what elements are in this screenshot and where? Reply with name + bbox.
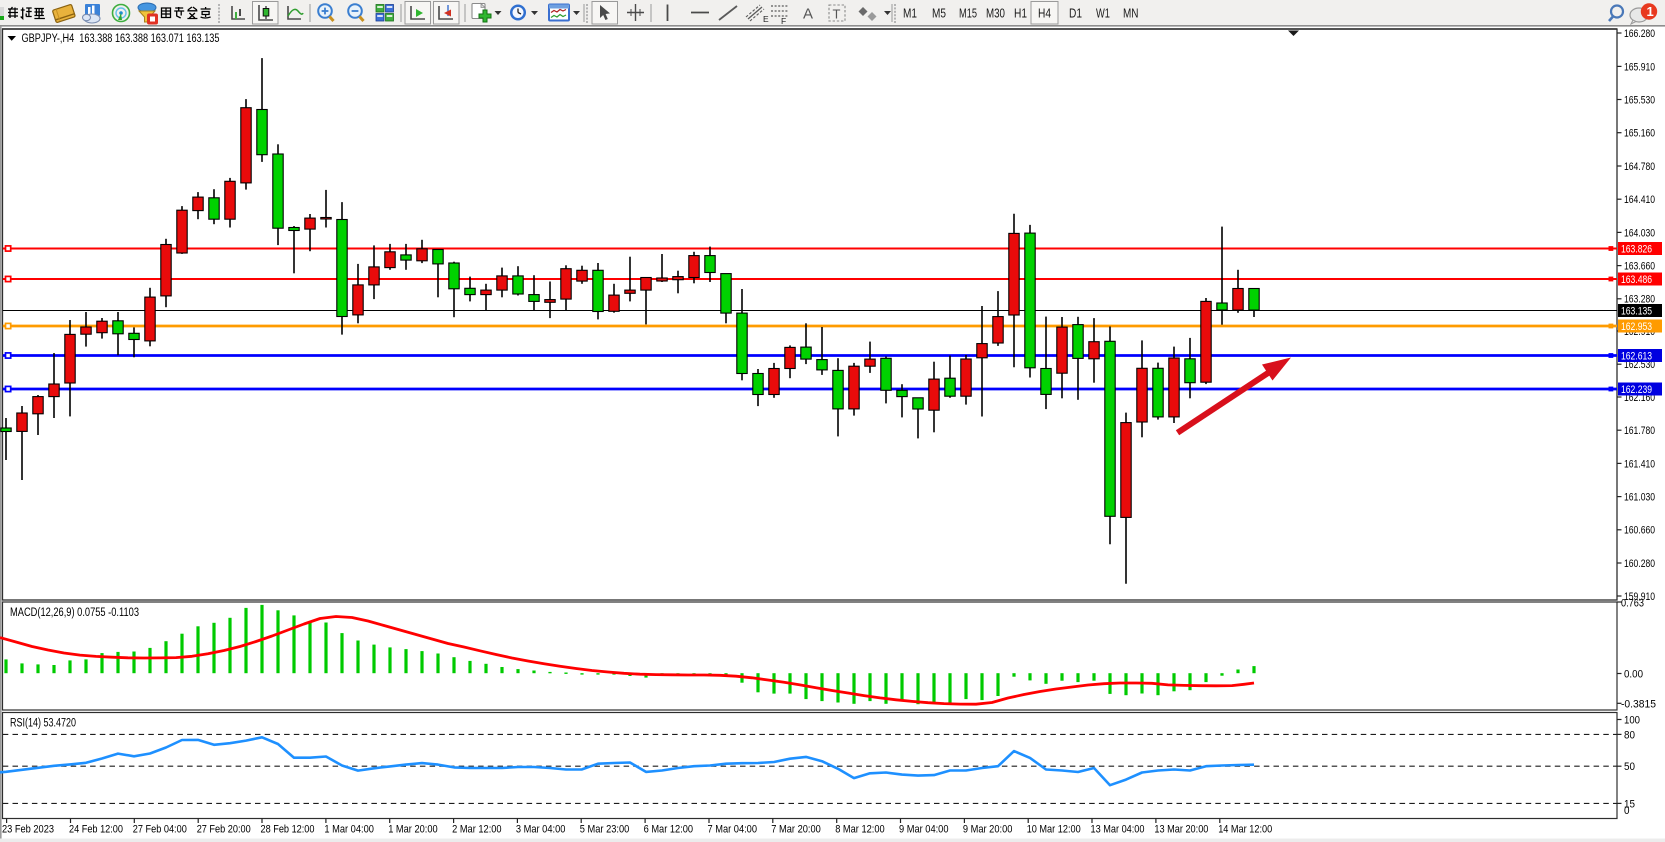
svg-text:100: 100 bbox=[1624, 715, 1640, 727]
svg-text:A: A bbox=[803, 6, 813, 23]
svg-text:163.280: 163.280 bbox=[1624, 294, 1655, 306]
svg-text:1 Mar 20:00: 1 Mar 20:00 bbox=[388, 824, 438, 836]
svg-text:2 Mar 12:00: 2 Mar 12:00 bbox=[452, 824, 502, 836]
svg-text:GBPJPY-,H4 163.388 163.388 16: GBPJPY-,H4 163.388 163.388 163.071 163.1… bbox=[22, 33, 220, 45]
svg-text:28 Feb 12:00: 28 Feb 12:00 bbox=[261, 824, 315, 836]
svg-text:T: T bbox=[833, 7, 841, 22]
svg-text:165.910: 165.910 bbox=[1624, 61, 1655, 73]
svg-text:8 Mar 12:00: 8 Mar 12:00 bbox=[835, 824, 885, 836]
svg-text:162.530: 162.530 bbox=[1624, 359, 1655, 371]
svg-text:3 Mar 04:00: 3 Mar 04:00 bbox=[516, 824, 566, 836]
svg-text:161.030: 161.030 bbox=[1624, 492, 1655, 504]
svg-text:160.660: 160.660 bbox=[1624, 525, 1655, 537]
svg-text:9 Mar 04:00: 9 Mar 04:00 bbox=[899, 824, 949, 836]
svg-text:7 Mar 20:00: 7 Mar 20:00 bbox=[771, 824, 821, 836]
svg-text:27 Feb 20:00: 27 Feb 20:00 bbox=[197, 824, 251, 836]
svg-text:5 Mar 23:00: 5 Mar 23:00 bbox=[580, 824, 630, 836]
svg-text:161.410: 161.410 bbox=[1624, 458, 1655, 470]
svg-text:50: 50 bbox=[1624, 761, 1635, 773]
svg-text:164.030: 164.030 bbox=[1624, 227, 1655, 239]
svg-text:6 Mar 12:00: 6 Mar 12:00 bbox=[644, 824, 694, 836]
svg-text:M1: M1 bbox=[903, 7, 917, 21]
svg-text:MACD(12,26,9) 0.0755 -0.1103: MACD(12,26,9) 0.0755 -0.1103 bbox=[10, 607, 139, 619]
svg-text:1 Mar 04:00: 1 Mar 04:00 bbox=[324, 824, 374, 836]
svg-text:M15: M15 bbox=[959, 7, 977, 21]
svg-text:162.953: 162.953 bbox=[1621, 321, 1652, 333]
svg-text:0: 0 bbox=[1624, 805, 1630, 817]
svg-text:M30: M30 bbox=[986, 7, 1005, 21]
svg-text:164.410: 164.410 bbox=[1624, 194, 1655, 206]
svg-text:163.486: 163.486 bbox=[1621, 274, 1652, 286]
svg-text:165.160: 165.160 bbox=[1624, 128, 1655, 140]
svg-text:RSI(14) 53.4720: RSI(14) 53.4720 bbox=[10, 718, 76, 730]
svg-text:164.780: 164.780 bbox=[1624, 161, 1655, 173]
svg-text:27 Feb 04:00: 27 Feb 04:00 bbox=[133, 824, 187, 836]
svg-text:23 Feb 2023: 23 Feb 2023 bbox=[2, 824, 54, 836]
svg-text:24 Feb 12:00: 24 Feb 12:00 bbox=[69, 824, 123, 836]
svg-text:H1: H1 bbox=[1014, 7, 1027, 21]
svg-text:-0.3815: -0.3815 bbox=[1621, 698, 1656, 710]
svg-text:D1: D1 bbox=[1069, 7, 1082, 21]
svg-text:15: 15 bbox=[1624, 798, 1635, 810]
svg-text:W1: W1 bbox=[1096, 7, 1110, 21]
svg-text:159.910: 159.910 bbox=[1624, 591, 1655, 603]
svg-text:0.00: 0.00 bbox=[1624, 669, 1643, 681]
svg-text:MN: MN bbox=[1123, 7, 1139, 21]
svg-text:80: 80 bbox=[1624, 729, 1635, 741]
svg-text:163.135: 163.135 bbox=[1621, 305, 1652, 317]
svg-text:14 Mar 12:00: 14 Mar 12:00 bbox=[1218, 824, 1272, 836]
svg-text:7 Mar 04:00: 7 Mar 04:00 bbox=[708, 824, 758, 836]
svg-text:165.530: 165.530 bbox=[1624, 94, 1655, 106]
svg-text:1: 1 bbox=[1647, 4, 1654, 19]
svg-text:162.613: 162.613 bbox=[1621, 350, 1652, 362]
svg-text:13 Mar 20:00: 13 Mar 20:00 bbox=[1154, 824, 1208, 836]
svg-text:166.280: 166.280 bbox=[1624, 28, 1655, 40]
svg-text:161.780: 161.780 bbox=[1624, 425, 1655, 437]
svg-text:0.763: 0.763 bbox=[1621, 598, 1644, 610]
svg-text:163.660: 163.660 bbox=[1624, 261, 1655, 273]
svg-text:F: F bbox=[781, 16, 786, 26]
svg-text:H4: H4 bbox=[1038, 7, 1051, 21]
svg-text:163.826: 163.826 bbox=[1621, 243, 1652, 255]
svg-text:E: E bbox=[763, 14, 769, 24]
svg-text:13 Mar 04:00: 13 Mar 04:00 bbox=[1091, 824, 1145, 836]
svg-text:160.280: 160.280 bbox=[1624, 558, 1655, 570]
svg-text:M5: M5 bbox=[932, 7, 946, 21]
svg-text:10 Mar 12:00: 10 Mar 12:00 bbox=[1027, 824, 1081, 836]
svg-text:162.239: 162.239 bbox=[1621, 384, 1652, 396]
svg-text:9 Mar 20:00: 9 Mar 20:00 bbox=[963, 824, 1013, 836]
